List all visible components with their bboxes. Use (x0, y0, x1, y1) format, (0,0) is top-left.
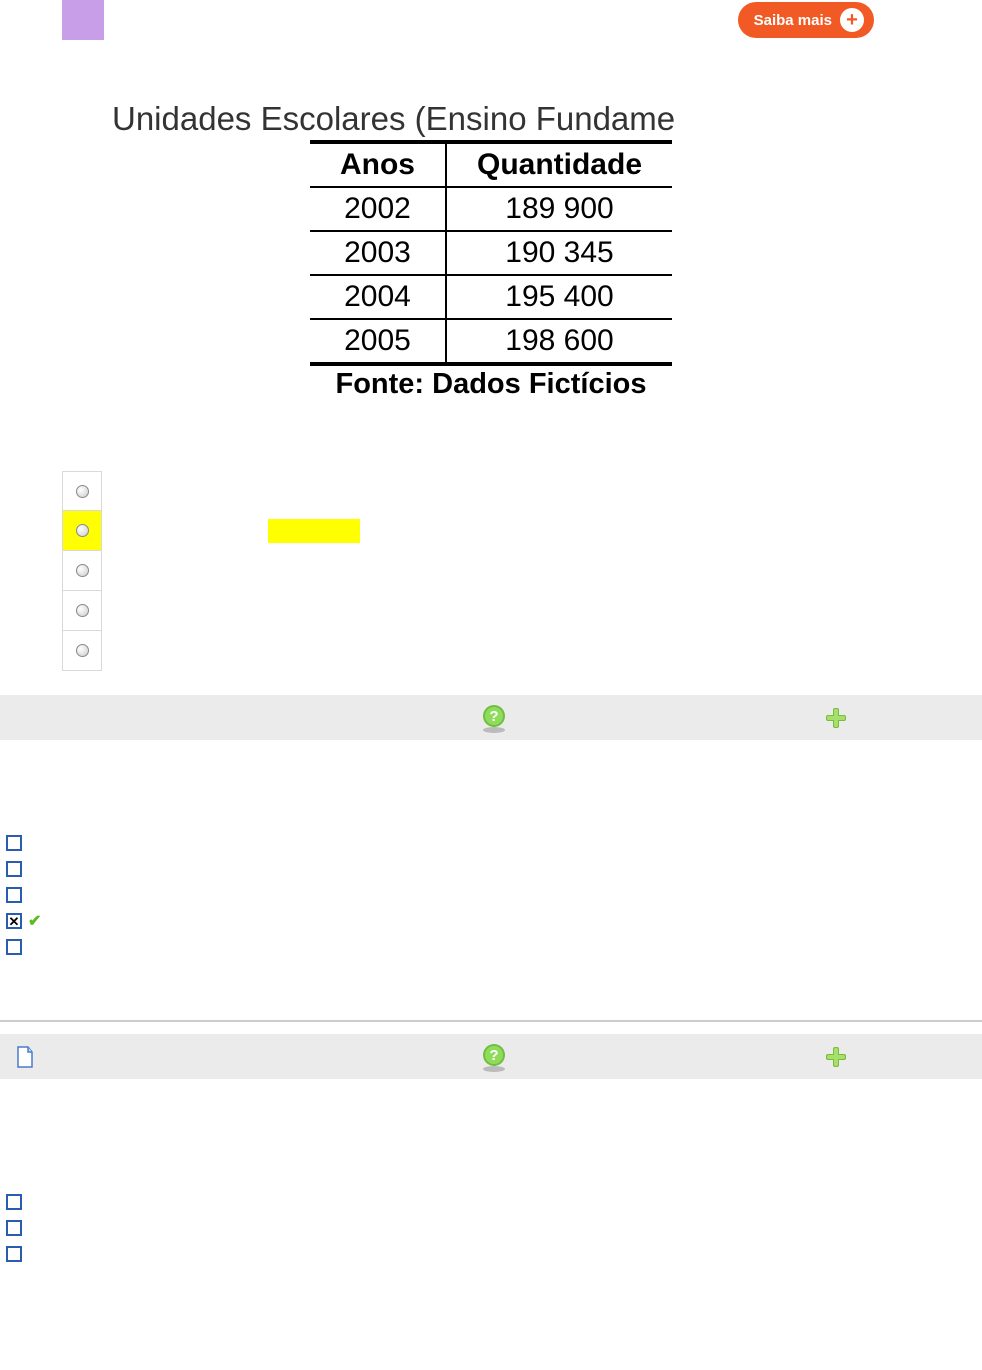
checkbox-icon (6, 887, 22, 903)
checkbox-icon (6, 939, 22, 955)
top-bar: Saiba mais + (0, 0, 982, 50)
svg-text:?: ? (489, 1047, 498, 1064)
checkbox-icon (6, 835, 22, 851)
checkbox-group-2 (0, 1079, 982, 1267)
purple-box (62, 0, 104, 40)
checkbox-icon (6, 861, 22, 877)
cell-year: 2003 (310, 231, 446, 275)
cell-year: 2005 (310, 319, 446, 364)
help-icon[interactable]: ? (481, 703, 507, 733)
radio-option-b[interactable] (62, 511, 102, 551)
table-header-anos: Anos (310, 142, 446, 187)
divider (0, 1020, 982, 1022)
table-row: 2005 198 600 (310, 319, 672, 364)
cell-qty: 190 345 (446, 231, 672, 275)
radio-option-d[interactable] (62, 591, 102, 631)
cell-year: 2004 (310, 275, 446, 319)
checkbox-icon (6, 1246, 22, 1262)
checkbox-row[interactable] (6, 1241, 982, 1267)
cell-qty: 198 600 (446, 319, 672, 364)
checkbox-row[interactable] (6, 882, 982, 908)
checkbox-icon (6, 1194, 22, 1210)
highlight-strip (268, 519, 360, 543)
checkbox-row[interactable] (6, 1215, 982, 1241)
plus-circle-icon: + (840, 8, 864, 32)
radio-icon (76, 524, 89, 537)
checkbox-row[interactable]: ✔ (6, 908, 982, 934)
saiba-mais-button[interactable]: Saiba mais + (738, 2, 874, 38)
radio-options (62, 471, 920, 671)
toolbar-1: ? (0, 695, 982, 740)
radio-option-a[interactable] (62, 471, 102, 511)
data-table: Anos Quantidade 2002 189 900 2003 190 34… (310, 140, 672, 366)
table-row: 2003 190 345 (310, 231, 672, 275)
checkbox-row[interactable] (6, 830, 982, 856)
saiba-mais-label: Saiba mais (754, 12, 832, 29)
radio-option-e[interactable] (62, 631, 102, 671)
page-icon[interactable] (15, 1045, 35, 1069)
svg-text:?: ? (489, 708, 498, 725)
add-icon[interactable] (825, 1046, 847, 1068)
cell-qty: 195 400 (446, 275, 672, 319)
radio-icon (76, 604, 89, 617)
checkbox-icon (6, 913, 22, 929)
radio-icon (76, 644, 89, 657)
checkmark-icon: ✔ (28, 911, 41, 931)
toolbar-2: ? (0, 1034, 982, 1079)
radio-option-c[interactable] (62, 551, 102, 591)
cell-year: 2002 (310, 187, 446, 231)
checkbox-icon (6, 1220, 22, 1236)
add-icon[interactable] (825, 707, 847, 729)
checkbox-row[interactable] (6, 934, 982, 960)
table-header-quantidade: Quantidade (446, 142, 672, 187)
checkbox-row[interactable] (6, 856, 982, 882)
table-title: Unidades Escolares (Ensino Fundame (112, 100, 920, 138)
content-area: Unidades Escolares (Ensino Fundame Anos … (0, 50, 982, 691)
table-footer: Fonte: Dados Fictícios (62, 368, 920, 401)
table-row: 2002 189 900 (310, 187, 672, 231)
checkbox-group-1: ✔ (0, 740, 982, 960)
radio-icon (76, 564, 89, 577)
help-icon[interactable]: ? (481, 1042, 507, 1072)
table-row: 2004 195 400 (310, 275, 672, 319)
checkbox-row[interactable] (6, 1189, 982, 1215)
cell-qty: 189 900 (446, 187, 672, 231)
radio-icon (76, 485, 89, 498)
